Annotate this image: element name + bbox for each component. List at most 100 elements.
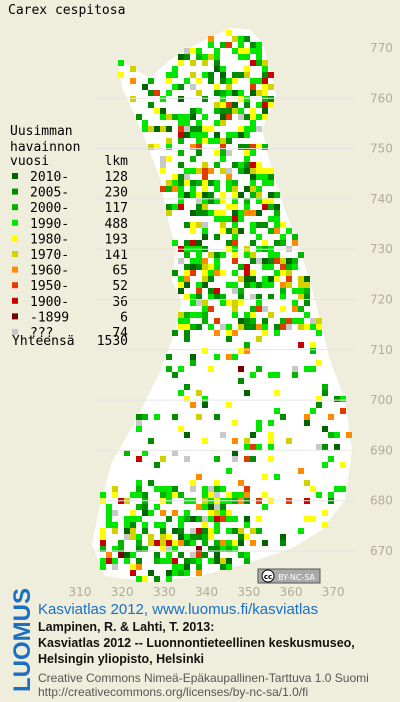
observation-square [100,546,106,552]
observation-square [226,114,232,120]
observation-square [130,96,136,102]
observation-square [196,474,202,480]
observation-square [226,354,232,360]
observation-square [274,252,280,258]
observation-square [238,114,244,120]
observation-square [178,528,184,534]
observation-square [160,522,166,528]
observation-square [274,330,280,336]
observation-square [238,144,244,150]
observation-square [244,54,250,60]
observation-square [280,324,286,330]
observation-square [142,492,148,498]
observation-square [184,222,190,228]
observation-square [196,168,202,174]
observation-square [166,366,172,372]
observation-square [190,222,196,228]
citation-line: Kasviatlas 2012 -- Luonnontieteellinen k… [38,636,355,650]
observation-square [244,456,250,462]
observation-square [184,168,190,174]
observation-square [178,390,184,396]
observation-square [130,534,136,540]
observation-square [100,540,106,546]
observation-square [202,282,208,288]
observation-square [220,108,226,114]
observation-square [220,96,226,102]
observation-square [124,516,130,522]
observation-square [262,84,268,90]
observation-square [214,198,220,204]
observation-square [244,348,250,354]
observation-square [136,480,142,486]
observation-square [238,276,244,282]
northing-label: 700 [370,393,393,407]
observation-square [190,144,196,150]
easting-label: 310 [69,585,92,599]
observation-square [208,486,214,492]
observation-square [232,198,238,204]
observation-square [256,114,262,120]
observation-square [202,192,208,198]
legend-swatch [12,219,18,226]
observation-square [304,300,310,306]
observation-square [334,396,340,402]
observation-square [190,186,196,192]
observation-square [190,516,196,522]
legend-label: 1950- [30,279,69,294]
citation-line: Lampinen, R. & Lahti, T. 2013: [38,620,214,634]
observation-square [238,528,244,534]
observation-square [208,558,214,564]
observation-square [226,84,232,90]
observation-square [226,90,232,96]
observation-square [334,432,340,438]
observation-square [202,438,208,444]
observation-square [274,474,280,480]
observation-square [232,192,238,198]
observation-square [208,264,214,270]
observation-square [184,324,190,330]
observation-square [196,558,202,564]
observation-square [262,330,268,336]
observation-square [184,264,190,270]
observation-square [184,294,190,300]
observation-square [238,216,244,222]
observation-square [136,504,142,510]
observation-square [274,192,280,198]
observation-square [250,42,256,48]
observation-square [274,240,280,246]
observation-square [154,108,160,114]
observation-square [226,168,232,174]
license-line: http://creativecommons.org/licenses/by-n… [38,685,308,699]
observation-square [178,366,184,372]
observation-square [214,492,220,498]
observation-square [178,258,184,264]
observation-square [250,444,256,450]
observation-square [280,288,286,294]
observation-square [292,306,298,312]
observation-square [310,324,316,330]
observation-square [214,216,220,222]
observation-square [190,558,196,564]
observation-square [256,210,262,216]
observation-square [226,132,232,138]
observation-square [202,300,208,306]
observation-square [262,96,268,102]
observation-square [136,534,142,540]
observation-square [256,144,262,150]
observation-square [100,558,106,564]
observation-square [250,210,256,216]
citation-link: Kasviatlas 2012, www.luomus.fi/kasviatla… [38,601,318,618]
observation-square [256,420,262,426]
observation-square [202,96,208,102]
observation-square [196,204,202,210]
northing-label: 770 [370,41,393,55]
observation-square [184,48,190,54]
northing-label: 760 [370,91,393,105]
observation-square [262,540,268,546]
legend-label: 1990- [30,217,69,232]
observation-square [262,282,268,288]
observation-square [202,552,208,558]
observation-square [202,72,208,78]
observation-square [178,540,184,546]
observation-square [184,126,190,132]
